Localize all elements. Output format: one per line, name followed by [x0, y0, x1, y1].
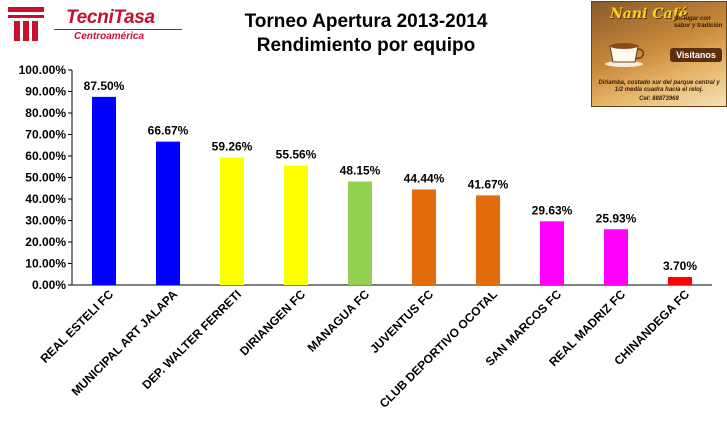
chart-subtitle: Rendimiento por equipo: [256, 35, 476, 56]
bar-value-label: 44.44%: [404, 171, 445, 185]
logo-subtitle: Centroamérica: [74, 31, 145, 42]
x-category-label: MUNICIPAL ART JALAPA: [69, 287, 181, 399]
x-category-label: JUVENTUS FC: [367, 287, 436, 356]
y-tick-label: 100.00%: [19, 63, 67, 77]
ad-phone: Cel: 88873968: [639, 96, 679, 102]
y-tick-label: 30.00%: [25, 214, 66, 228]
ad-tagline: Un lugar con sabor y tradición: [674, 16, 723, 29]
chart-title-block: Torneo Apertura 2013-2014 Rendimiento po…: [196, 10, 536, 58]
y-tick-label: 20.00%: [25, 235, 66, 249]
logo-divider: [54, 29, 182, 30]
y-tick-label: 10.00%: [25, 257, 66, 271]
y-tick-label: 90.00%: [25, 85, 66, 99]
coffee-cup-icon: [605, 43, 645, 67]
bar: [284, 165, 308, 285]
logo-name: TecniTasa: [66, 7, 155, 28]
bar: [540, 221, 564, 285]
y-axis: 0.00% 10.00% 20.00% 30.00% 40.00% 50.00% 60.00…: [19, 63, 712, 292]
x-category-label: CLUB DEPORTIVO OCOTAL: [377, 287, 500, 410]
bar-value-label: 87.50%: [84, 79, 125, 93]
bar: [412, 189, 436, 285]
y-tick-label: 70.00%: [25, 128, 66, 142]
y-tick-label: 50.00%: [25, 171, 66, 185]
bar-value-label: 25.93%: [596, 211, 637, 225]
y-tick-label: 60.00%: [25, 149, 66, 163]
bar: [92, 96, 116, 285]
y-tick-label: 40.00%: [25, 192, 66, 206]
ad-brand: Nani Café: [610, 6, 688, 22]
bar: [348, 181, 372, 285]
x-category-label: MANAGUA FC: [305, 287, 373, 355]
ad-address: Diriamba, costado sur del parque central…: [598, 80, 720, 93]
bar: [156, 141, 180, 285]
tecnitasa-logo: TecniTasa Centroamérica: [4, 3, 194, 45]
bar-value-label: 29.63%: [532, 203, 573, 217]
bar-value-label: 3.70%: [663, 259, 697, 273]
bar-value-label: 59.26%: [212, 140, 253, 154]
chart-title: Torneo Apertura 2013-2014: [244, 11, 488, 32]
bar-value-label: 55.56%: [276, 148, 317, 162]
bar-value-label: 48.15%: [340, 163, 381, 177]
bar-value-label: 41.67%: [468, 177, 509, 191]
bar: [476, 195, 500, 285]
nani-cafe-ad[interactable]: Nani Café Un lugar con sabor y tradición…: [591, 1, 727, 107]
x-category-label: DIRIANGEN FC: [237, 287, 308, 358]
bars: 87.50% 66.67% 59.26% 55.56% 48.15% 44.44% 41.6…: [84, 79, 697, 285]
y-tick-label: 80.00%: [25, 106, 66, 120]
bar: [668, 277, 692, 285]
bar-value-label: 66.67%: [148, 124, 189, 138]
y-tick-label: 0.00%: [32, 278, 66, 292]
tecnitasa-mark-icon: [8, 7, 44, 41]
bar: [604, 229, 628, 285]
bar: [220, 157, 244, 285]
ad-badge: Visítanos: [670, 48, 722, 62]
